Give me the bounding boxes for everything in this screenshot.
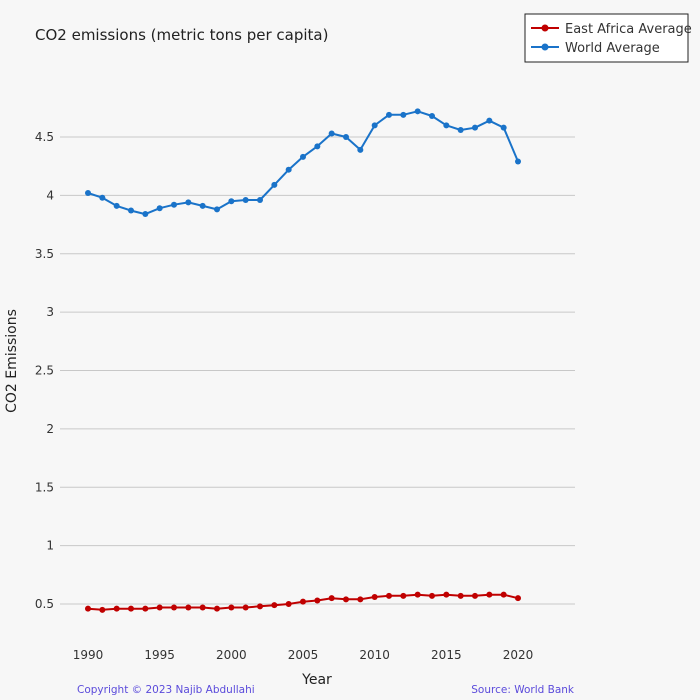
data-point[interactable] [357,596,364,603]
series-line [87,110,519,216]
legend-marker-world [541,43,549,51]
data-point[interactable] [357,146,364,153]
data-point[interactable] [156,205,163,212]
y-tick-label: 2.5 [35,364,54,378]
data-point[interactable] [429,592,435,599]
data-point[interactable] [386,111,392,118]
data-point[interactable] [113,202,120,209]
data-point[interactable] [285,166,292,173]
data-point[interactable] [443,591,450,598]
legend[interactable]: East Africa Average World Average [524,13,692,63]
y-axis-ticks: 0.5 1 1.5 2 2.5 3 3.5 4 4.5 [35,130,54,611]
y-tick-label: 0.5 [35,597,54,611]
data-point[interactable] [472,592,478,599]
data-point[interactable] [457,126,464,133]
y-tick-label: 1.5 [35,480,54,494]
legend-label-east-africa: East Africa Average [565,22,692,37]
y-tick-label: 2 [46,422,54,436]
data-point[interactable] [199,202,206,209]
source-text: Source: World Bank [471,684,575,696]
data-point[interactable] [242,604,249,611]
data-point[interactable] [429,112,435,119]
data-point[interactable] [472,124,478,131]
data-point[interactable] [443,122,450,129]
data-point[interactable] [343,596,349,603]
data-point[interactable] [400,111,407,118]
data-point[interactable] [257,197,263,204]
data-point[interactable] [328,130,335,137]
x-tick-label: 2005 [288,648,319,662]
data-point[interactable] [314,597,321,604]
data-point[interactable] [486,117,493,124]
series-1 [85,108,521,218]
x-axis-ticks: 1990 1995 2000 2005 2010 2015 2020 [73,648,534,662]
data-point[interactable] [128,207,134,214]
data-point[interactable] [400,592,407,599]
x-tick-label: 2010 [359,648,390,662]
data-point[interactable] [457,592,464,599]
data-point[interactable] [171,201,177,208]
legend-item-world[interactable]: World Average [531,41,660,56]
data-point[interactable] [99,606,106,613]
x-tick-label: 1995 [144,648,175,662]
data-point[interactable] [214,605,220,612]
data-point[interactable] [343,134,349,140]
series-layer [85,108,521,613]
data-point[interactable] [500,591,507,598]
data-point[interactable] [300,598,306,605]
x-tick-label: 2000 [216,648,247,662]
data-point[interactable] [142,211,149,218]
legend-item-east-africa[interactable]: East Africa Average [531,22,692,37]
data-point[interactable] [285,601,292,607]
y-tick-label: 3 [46,305,54,319]
data-point[interactable] [386,592,392,599]
data-point[interactable] [113,605,120,612]
data-point[interactable] [257,603,263,610]
data-point[interactable] [300,153,306,160]
data-point[interactable] [515,158,521,165]
data-point[interactable] [171,604,177,611]
x-tick-label: 1990 [73,648,104,662]
y-tick-label: 4.5 [35,130,54,144]
data-point[interactable] [500,124,507,131]
data-point[interactable] [414,108,421,115]
data-point[interactable] [228,198,235,205]
data-point[interactable] [199,604,206,611]
data-point[interactable] [142,605,149,612]
data-point[interactable] [515,595,521,602]
data-point[interactable] [371,593,378,600]
y-tick-label: 1 [46,539,54,553]
data-point[interactable] [242,197,249,204]
series-0 [85,591,521,613]
data-point[interactable] [185,199,192,206]
data-point[interactable] [85,190,91,197]
data-point[interactable] [414,591,421,598]
data-point[interactable] [214,206,220,213]
x-tick-label: 2020 [503,648,534,662]
data-point[interactable] [85,605,91,612]
x-axis-label: Year [301,672,332,688]
data-point[interactable] [271,181,278,188]
data-point[interactable] [328,595,335,602]
data-point[interactable] [156,604,163,611]
copyright-text: Copyright © 2023 Najib Abdullahi [77,684,255,696]
legend-box [524,13,689,63]
legend-marker-east-africa [541,24,549,32]
y-axis-label: CO2 Emissions [4,309,20,413]
data-point[interactable] [486,591,493,598]
data-point[interactable] [371,122,378,129]
grid [60,136,575,605]
y-tick-label: 4 [46,188,54,202]
data-point[interactable] [228,604,235,611]
y-tick-label: 3.5 [35,247,54,261]
data-point[interactable] [271,602,278,609]
data-point[interactable] [185,604,192,611]
chart-title: CO2 emissions (metric tons per capita) [35,26,328,44]
data-point[interactable] [99,194,106,201]
data-point[interactable] [128,605,134,612]
legend-label-world: World Average [565,41,660,56]
x-tick-label: 2015 [431,648,462,662]
data-point[interactable] [314,143,321,150]
